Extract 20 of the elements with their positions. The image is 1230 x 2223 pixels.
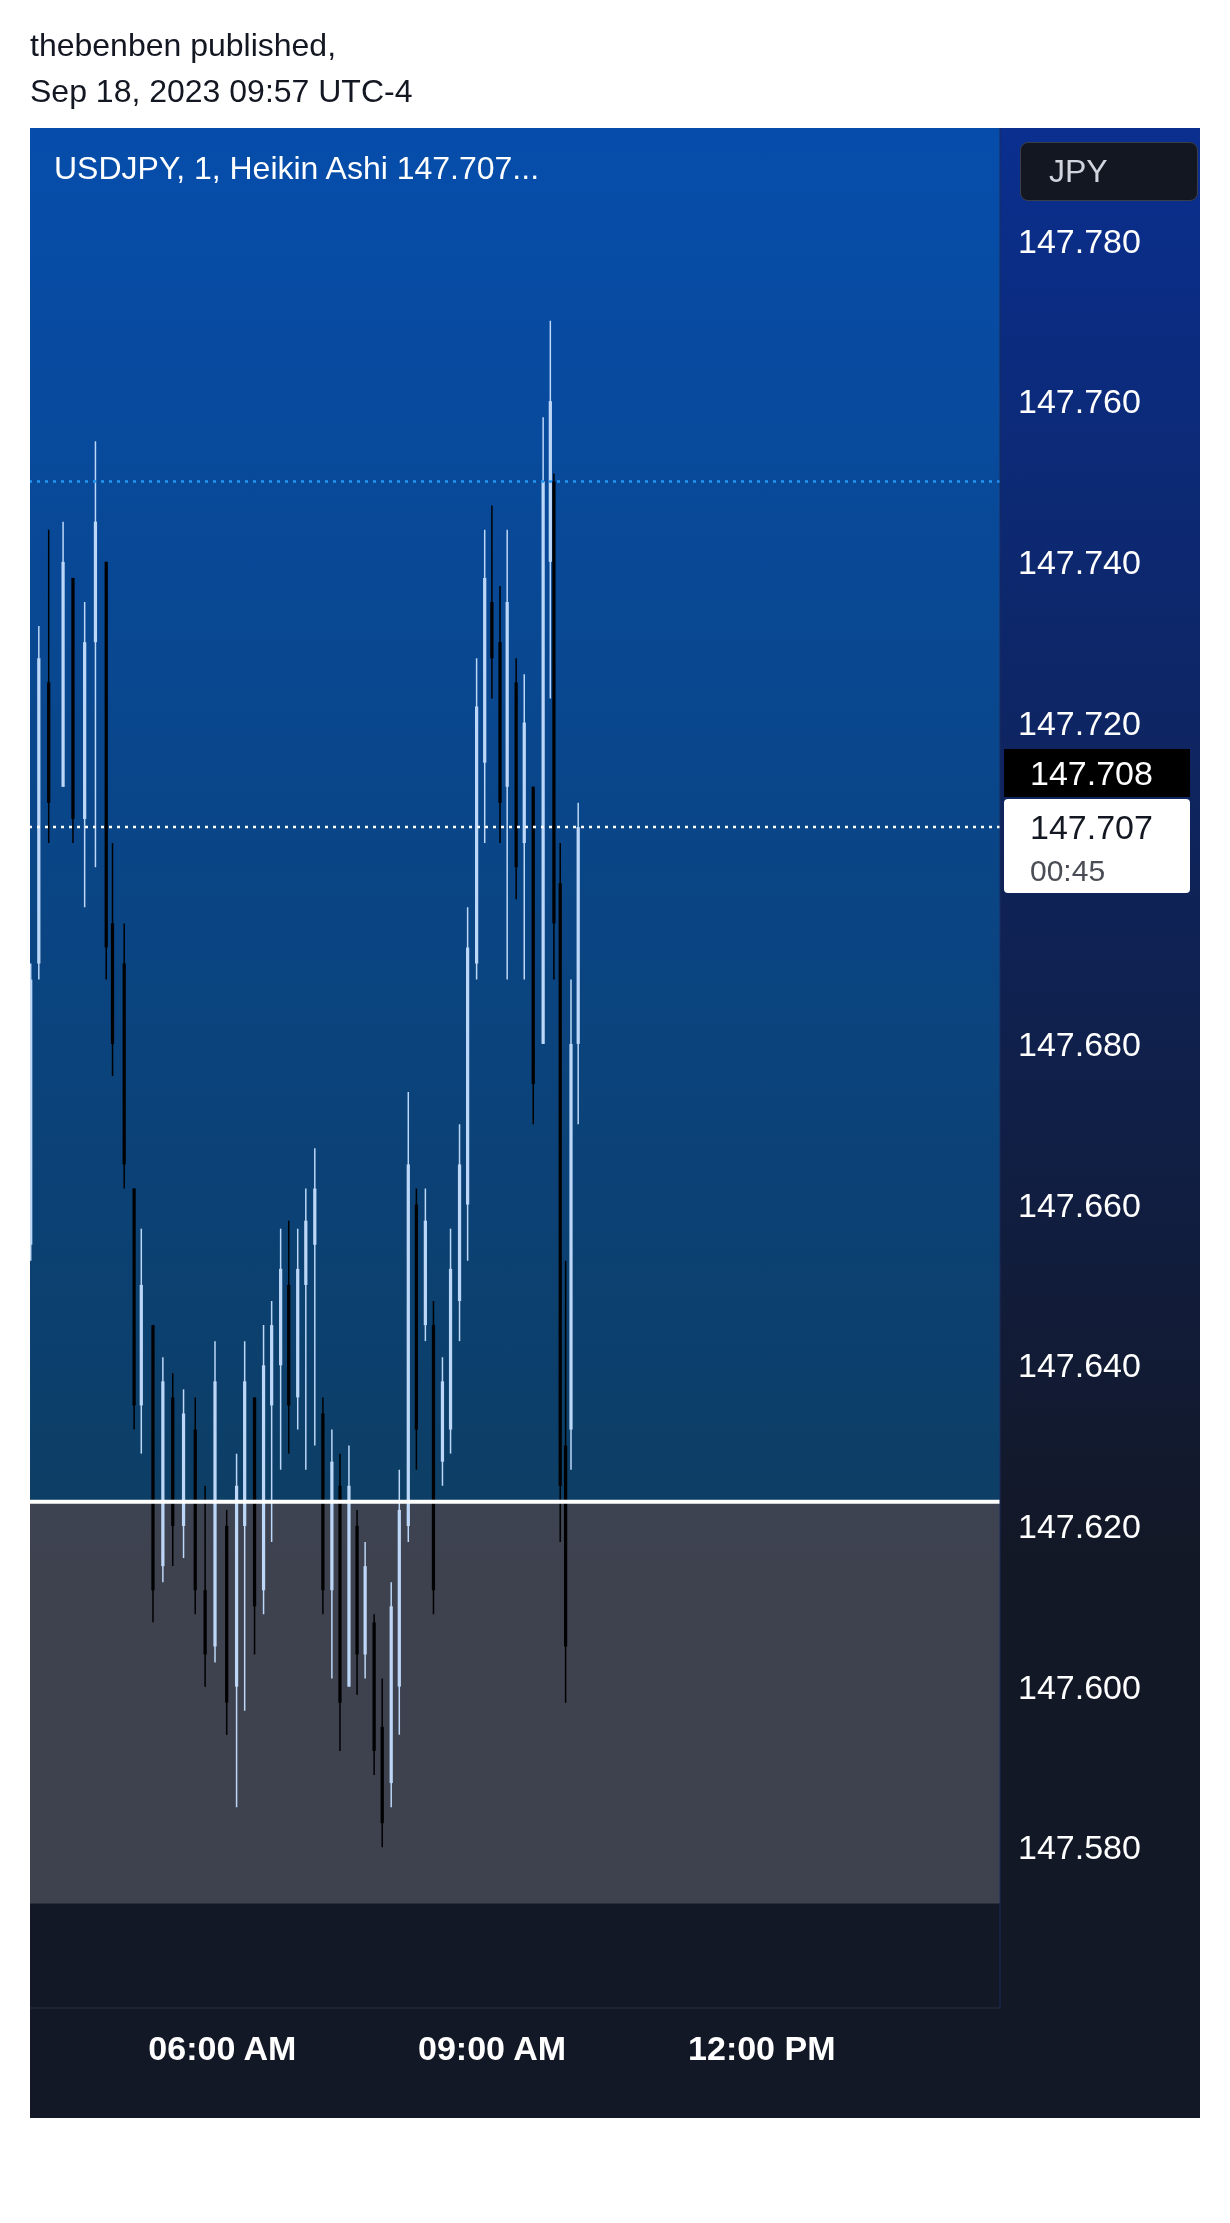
y-tick-label: 147.720 <box>1018 703 1141 742</box>
y-tick-label: 147.660 <box>1018 1185 1141 1224</box>
x-tick-label: 09:00 AM <box>418 2029 567 2068</box>
x-tick-label: 06:00 AM <box>148 2029 297 2068</box>
y-axis-title: JPY <box>1020 142 1198 201</box>
x-tick-label: 12:00 PM <box>688 2029 836 2068</box>
y-tick-label: 147.760 <box>1018 382 1141 421</box>
y-tick-label: 147.640 <box>1018 1346 1141 1385</box>
ref-line-label: 147.707 <box>1030 807 1153 846</box>
text: 00:45 <box>1030 853 1106 887</box>
text: 147.708 <box>1030 753 1153 792</box>
y-tick-label: 147.600 <box>1018 1667 1141 1706</box>
y-tick-label: 147.620 <box>1018 1507 1141 1546</box>
y-tick-label: 147.680 <box>1018 1024 1141 1063</box>
chart-subtitle: thebenben published, <box>30 26 338 65</box>
y-tick-label: 147.580 <box>1018 1828 1141 1867</box>
y-tick-label: 147.740 <box>1018 542 1141 581</box>
y-tick-label: 147.780 <box>1018 221 1141 260</box>
text: Sep 18, 2023 09:57 UTC-4 <box>30 72 414 111</box>
text: USDJPY, 1, Heikin Ashi 147.707... <box>54 150 540 187</box>
